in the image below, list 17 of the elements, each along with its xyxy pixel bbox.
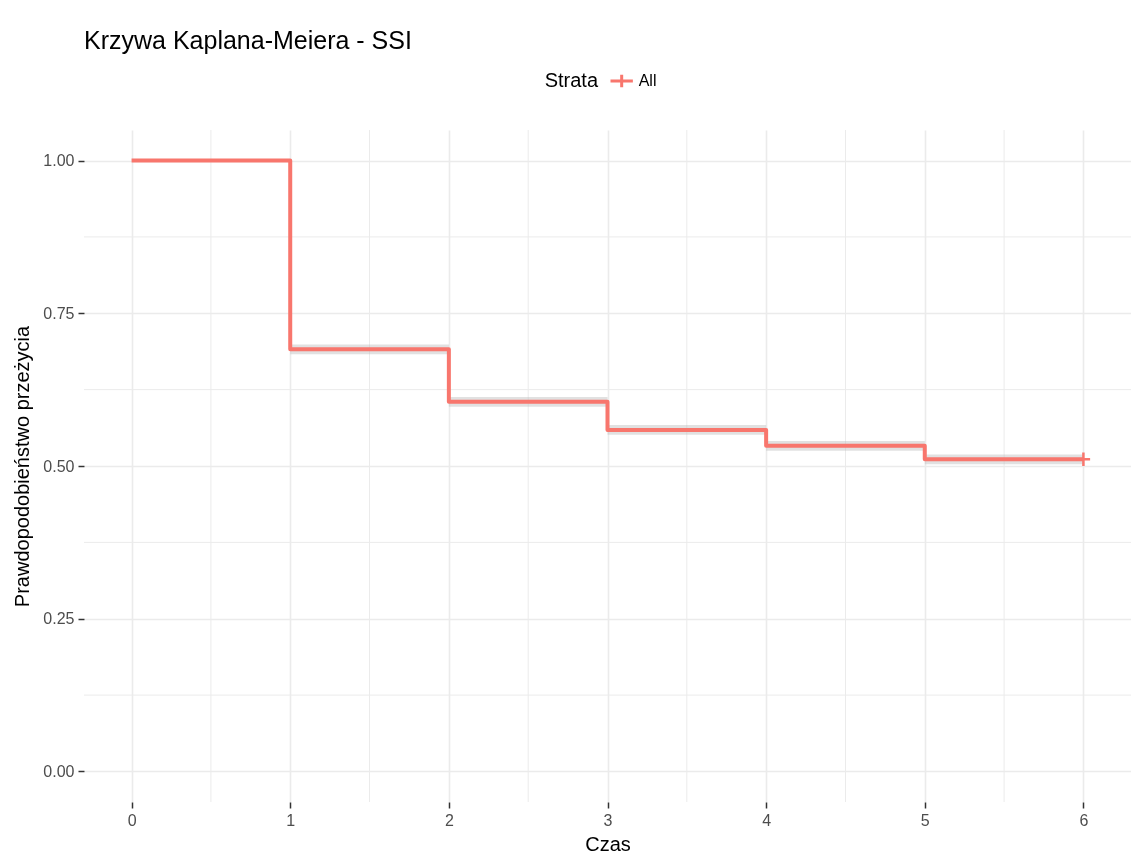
x-tick-label: 1 [286, 811, 296, 829]
y-axis-title: Prawdopodobieństwo przeżycia [11, 324, 34, 608]
x-tick-label: 5 [920, 811, 930, 829]
legend-label: All [638, 72, 657, 89]
x-tick-label: 4 [762, 811, 772, 829]
y-tick-label: 0.00 [43, 762, 75, 780]
y-tick-label: 1.00 [43, 152, 75, 170]
x-tick-label: 3 [603, 811, 613, 829]
y-tick-label: 0.25 [43, 610, 75, 628]
y-tick-label: 0.50 [43, 457, 75, 475]
legend-title: Strata [544, 69, 599, 91]
x-tick-label: 2 [444, 811, 454, 829]
x-tick-label: 0 [127, 811, 137, 829]
x-axis-title: Czas [585, 832, 631, 854]
y-tick-label: 0.75 [43, 304, 75, 322]
x-tick-label: 6 [1079, 811, 1089, 829]
chart-title: Krzywa Kaplana-Meiera - SSI [84, 26, 412, 54]
